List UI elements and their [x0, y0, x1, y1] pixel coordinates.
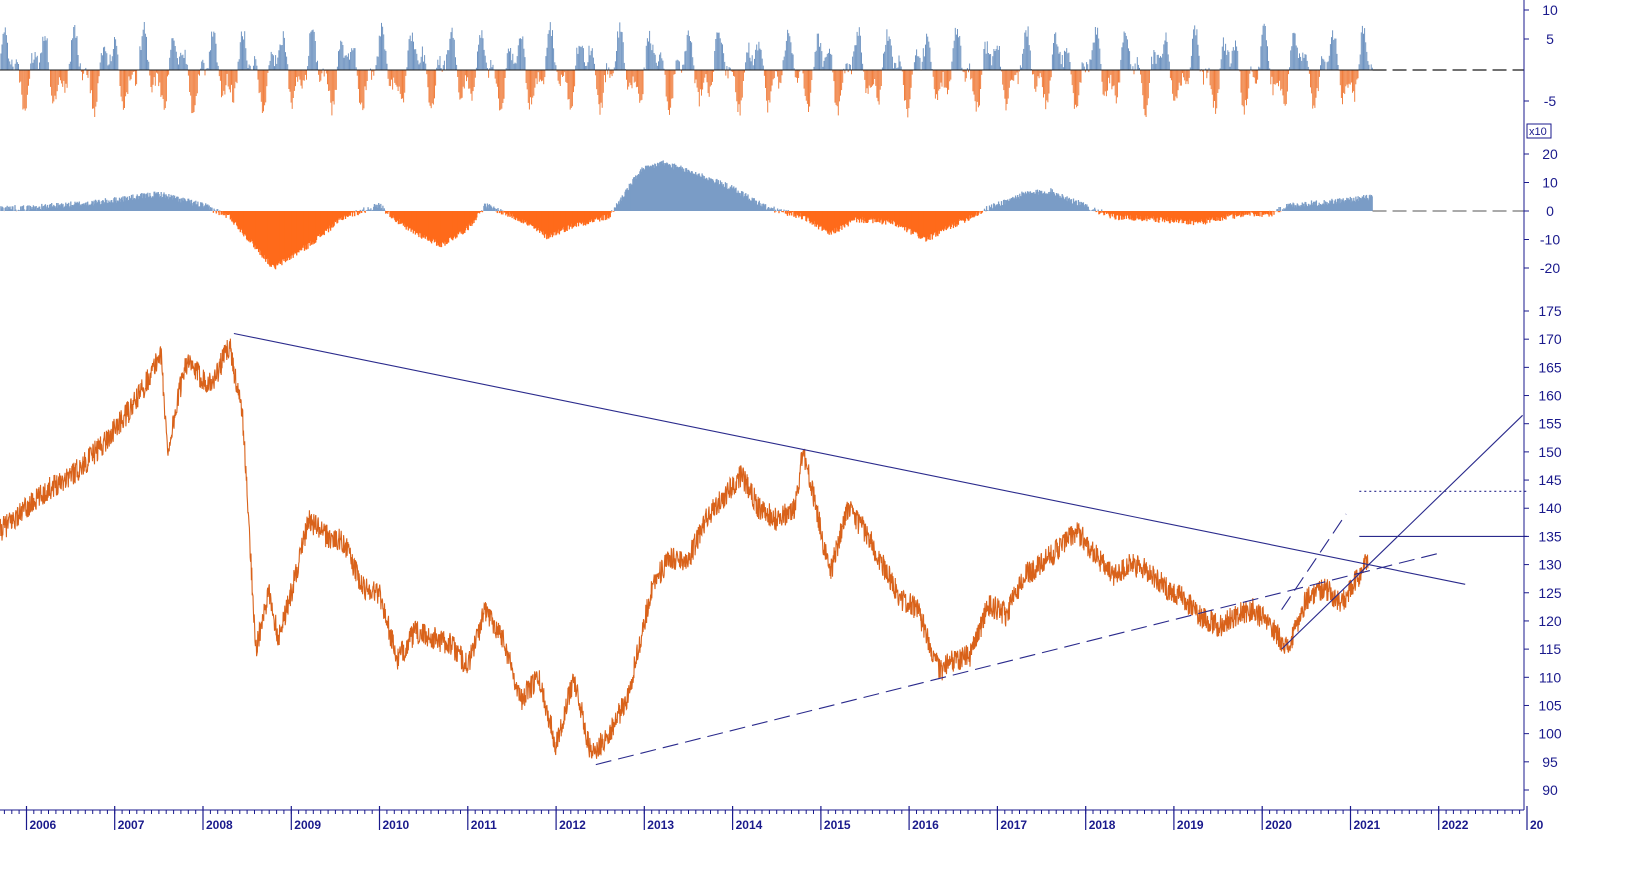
top-axis-tick-label: -5	[1544, 93, 1557, 109]
x-tick-label: 2021	[1354, 818, 1381, 832]
trendline-channel	[1281, 414, 1523, 650]
price-axis-tick-label: 150	[1538, 444, 1562, 460]
price-axis-tick-label: 120	[1538, 613, 1562, 629]
middle-oscillator-panel	[0, 160, 1524, 270]
price-panel	[0, 338, 1369, 759]
scale-box-frame	[1526, 123, 1552, 139]
price-line	[0, 338, 1369, 759]
price-axis-tick-label: 110	[1539, 669, 1562, 685]
trendline-channel-upper	[1281, 513, 1347, 611]
top-axis-tick-label: 5	[1546, 31, 1554, 47]
price-axis-tick-label: 155	[1538, 416, 1562, 432]
price-axis-tick-label: 105	[1538, 697, 1562, 713]
x-tick-label: 2014	[736, 818, 763, 832]
x-tick-label: 2011	[471, 818, 497, 832]
x-tick-label: 2018	[1089, 818, 1116, 832]
price-axis-tick-label: 160	[1538, 388, 1562, 404]
price-axis-tick-label: 145	[1538, 472, 1562, 488]
scale-multiplier-label: x10	[1529, 126, 1547, 138]
middle-axis-tick-label: 20	[1542, 146, 1558, 162]
x-tick-label: 2019	[1177, 818, 1204, 832]
x-tick-label: 2007	[118, 818, 145, 832]
x-tick-label: 2013	[647, 818, 674, 832]
x-tick-label: 2020	[1265, 818, 1292, 832]
x-tick-label: 2012	[559, 818, 586, 832]
price-axis-tick-label: 125	[1538, 585, 1562, 601]
top-axis-tick-label: 10	[1542, 2, 1558, 18]
x-tick-label: 2009	[294, 818, 321, 832]
x-tick-label: 2008	[206, 818, 233, 832]
top-oscillator-panel	[0, 22, 1524, 118]
middle-axis-tick-label: 10	[1542, 175, 1558, 191]
x-tick-label: 2017	[1000, 818, 1027, 832]
trendline-support	[595, 552, 1439, 766]
price-axis-tick-label: 175	[1538, 303, 1562, 319]
axis-layer: 105-520100-10-20175170165160155150145140…	[0, 0, 1562, 832]
x-tick-label: 20	[1530, 818, 1544, 832]
x-tick-label: 2022	[1442, 818, 1469, 832]
price-axis-tick-label: 135	[1538, 528, 1562, 544]
middle-axis-tick-label: -20	[1540, 260, 1560, 276]
price-axis-tick-label: 90	[1542, 782, 1558, 798]
x-tick-label: 2006	[30, 818, 57, 832]
price-axis-tick-label: 95	[1542, 754, 1558, 770]
middle-axis-tick-label: 0	[1546, 203, 1554, 219]
trendline-resistance	[233, 332, 1466, 585]
trendline-layer	[233, 332, 1527, 766]
price-axis-tick-label: 170	[1538, 331, 1562, 347]
x-tick-label: 2010	[383, 818, 410, 832]
scale-multiplier-box: x10	[1526, 123, 1552, 139]
price-axis-tick-label: 165	[1538, 359, 1562, 375]
middle-axis-tick-label: -10	[1540, 232, 1560, 248]
x-tick-label: 2016	[912, 818, 939, 832]
price-axis-tick-label: 115	[1539, 641, 1562, 657]
x-tick-label: 2015	[824, 818, 851, 832]
price-axis-tick-label: 100	[1538, 726, 1562, 742]
price-axis-tick-label: 140	[1538, 500, 1562, 516]
price-axis-tick-label: 130	[1538, 557, 1562, 573]
